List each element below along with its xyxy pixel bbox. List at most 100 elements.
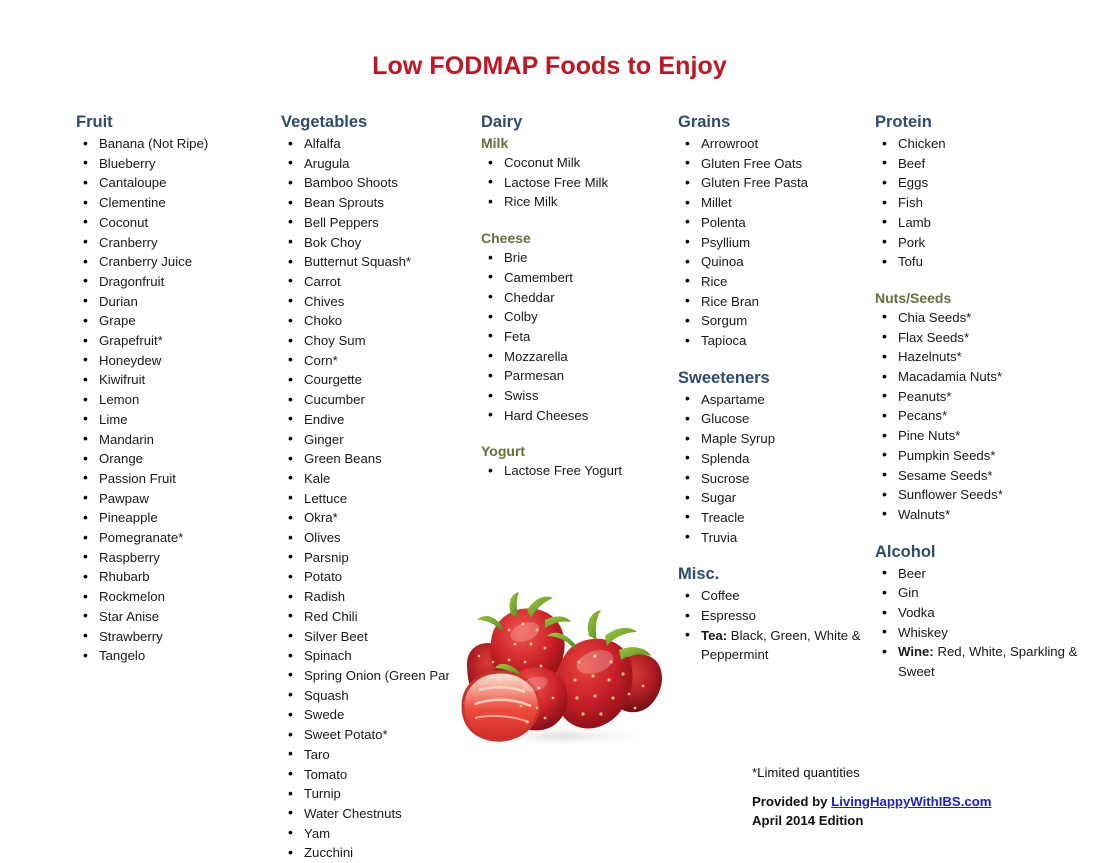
list-item: Rice Bran bbox=[678, 291, 868, 312]
list-item-rich: Tea: Black, Green, White & Peppermint bbox=[678, 625, 868, 665]
list-item: Ginger bbox=[281, 429, 481, 450]
list-item: Lactose Free Milk bbox=[481, 172, 671, 193]
column-vegetables: Vegetables Alfalfa Arugula Bamboo Shoots… bbox=[281, 112, 481, 863]
list-item: Bean Sprouts bbox=[281, 193, 481, 213]
living-happy-with-ibs-link[interactable]: LivingHappyWithIBS.com bbox=[831, 794, 992, 809]
footer: *Limited quantities Provided by LivingHa… bbox=[752, 764, 1082, 830]
list-item: Colby bbox=[481, 307, 671, 327]
limited-quantities-note: *Limited quantities bbox=[752, 765, 860, 780]
list-item: Lime bbox=[76, 409, 276, 430]
sub-heading-milk: Milk bbox=[481, 135, 509, 151]
list-item: Honeydew bbox=[76, 350, 276, 371]
list-item: Cantaloupe bbox=[76, 173, 276, 193]
list-item: Choy Sum bbox=[281, 331, 481, 351]
column-dairy: Dairy Milk Coconut Milk Lactose Free Mil… bbox=[481, 112, 671, 481]
list-item: Flax Seeds* bbox=[875, 327, 1085, 348]
list-item: Zucchini bbox=[281, 843, 481, 863]
list-item: Kale bbox=[281, 468, 481, 489]
food-list-milk: Coconut Milk Lactose Free Milk Rice Milk bbox=[481, 153, 671, 212]
food-list-misc: Coffee Espresso Tea: Black, Green, White… bbox=[678, 586, 868, 665]
list-item: Sweet Potato* bbox=[281, 725, 481, 745]
list-item: Arrowroot bbox=[678, 134, 868, 154]
spacer bbox=[678, 351, 868, 368]
list-item: Peanuts* bbox=[875, 386, 1085, 407]
list-item: Red Chili bbox=[281, 606, 481, 627]
list-item: Mandarin bbox=[76, 429, 276, 450]
list-item: Tofu bbox=[875, 252, 1085, 272]
sub-heading-nuts-seeds: Nuts/Seeds bbox=[875, 289, 952, 306]
list-item: Tomato bbox=[281, 764, 481, 785]
food-list-alcohol: Beer Gin Vodka Whiskey Wine: Red, White,… bbox=[875, 563, 1085, 682]
column-fruit: Fruit Banana (Not Ripe) Blueberry Cantal… bbox=[76, 112, 276, 666]
list-item: Hard Cheeses bbox=[481, 405, 671, 426]
list-item: Cranberry bbox=[76, 232, 276, 253]
list-item: Camembert bbox=[481, 267, 671, 288]
list-item: Durian bbox=[76, 291, 276, 312]
list-item: Taro bbox=[281, 744, 481, 765]
list-item: Bok Choy bbox=[281, 232, 481, 253]
section-heading-protein: Protein bbox=[875, 113, 932, 131]
spacer bbox=[875, 525, 1085, 542]
spacer bbox=[481, 212, 671, 229]
list-item: Espresso bbox=[678, 606, 868, 626]
list-item: Sucrose bbox=[678, 468, 868, 489]
list-item: Strawberry bbox=[76, 626, 276, 647]
list-item: Yam bbox=[281, 823, 481, 844]
list-item: Chicken bbox=[875, 134, 1085, 154]
list-item: Okra* bbox=[281, 508, 481, 528]
food-list-sweeteners: Aspartame Glucose Maple Syrup Splenda Su… bbox=[678, 389, 868, 548]
list-item: Corn* bbox=[281, 350, 481, 371]
list-item: Cheddar bbox=[481, 287, 671, 308]
food-list-grains: Arrowroot Gluten Free Oats Gluten Free P… bbox=[678, 134, 868, 351]
list-item-label: Wine: bbox=[898, 644, 934, 660]
list-item: Rockmelon bbox=[76, 587, 276, 607]
list-item: Swiss bbox=[481, 386, 671, 406]
list-item: Brie bbox=[481, 248, 671, 268]
list-item: Chives bbox=[281, 291, 481, 312]
list-item-label: Tea: bbox=[701, 627, 728, 643]
list-item: Bell Peppers bbox=[281, 212, 481, 233]
list-item: Tapioca bbox=[678, 331, 868, 351]
food-list-vegetables: Alfalfa Arugula Bamboo Shoots Bean Sprou… bbox=[281, 134, 481, 863]
list-item: Grapefruit* bbox=[76, 331, 276, 351]
list-item: Orange bbox=[76, 449, 276, 469]
list-item: Sugar bbox=[678, 488, 868, 508]
list-item: Hazelnuts* bbox=[875, 347, 1085, 367]
edition-label: April 2014 Edition bbox=[752, 813, 864, 828]
list-item: Gin bbox=[875, 583, 1085, 603]
list-item: Rice Milk bbox=[481, 192, 671, 212]
list-item: Vodka bbox=[875, 603, 1085, 623]
list-item: Tangelo bbox=[76, 646, 276, 666]
list-item: Sunflower Seeds* bbox=[875, 485, 1085, 505]
list-item: Grape bbox=[76, 311, 276, 331]
food-list-yogurt: Lactose Free Yogurt bbox=[481, 461, 671, 481]
list-item: Polenta bbox=[678, 212, 868, 233]
section-heading-alcohol: Alcohol bbox=[875, 542, 936, 561]
list-item: Blueberry bbox=[76, 153, 276, 174]
list-item: Pecans* bbox=[875, 406, 1085, 426]
list-item: Feta bbox=[481, 326, 671, 347]
list-item: Butternut Squash* bbox=[281, 252, 481, 272]
section-heading-grains: Grains bbox=[678, 113, 731, 131]
list-item: Coffee bbox=[678, 586, 868, 606]
section-heading-dairy: Dairy bbox=[481, 113, 523, 131]
list-item: Carrot bbox=[281, 271, 481, 292]
section-heading-misc: Misc. bbox=[678, 565, 720, 584]
list-item: Lettuce bbox=[281, 488, 481, 509]
list-item: Pomegranate* bbox=[76, 528, 276, 548]
list-item: Millet bbox=[678, 193, 868, 213]
list-item: Beef bbox=[875, 153, 1085, 174]
column-protein: Protein Chicken Beef Eggs Fish Lamb Pork… bbox=[875, 112, 1085, 682]
list-item: Squash bbox=[281, 685, 481, 706]
list-item: Aspartame bbox=[678, 389, 868, 410]
list-item: Passion Fruit bbox=[76, 468, 276, 489]
list-item: Gluten Free Pasta bbox=[678, 173, 868, 193]
list-item: Lamb bbox=[875, 212, 1085, 233]
list-item: Mozzarella bbox=[481, 346, 671, 367]
sub-heading-yogurt: Yogurt bbox=[481, 443, 526, 460]
list-item: Splenda bbox=[678, 448, 868, 469]
list-item: Cranberry Juice bbox=[76, 252, 276, 272]
list-item: Pumpkin Seeds* bbox=[875, 445, 1085, 466]
list-item: Parsnip bbox=[281, 547, 481, 568]
